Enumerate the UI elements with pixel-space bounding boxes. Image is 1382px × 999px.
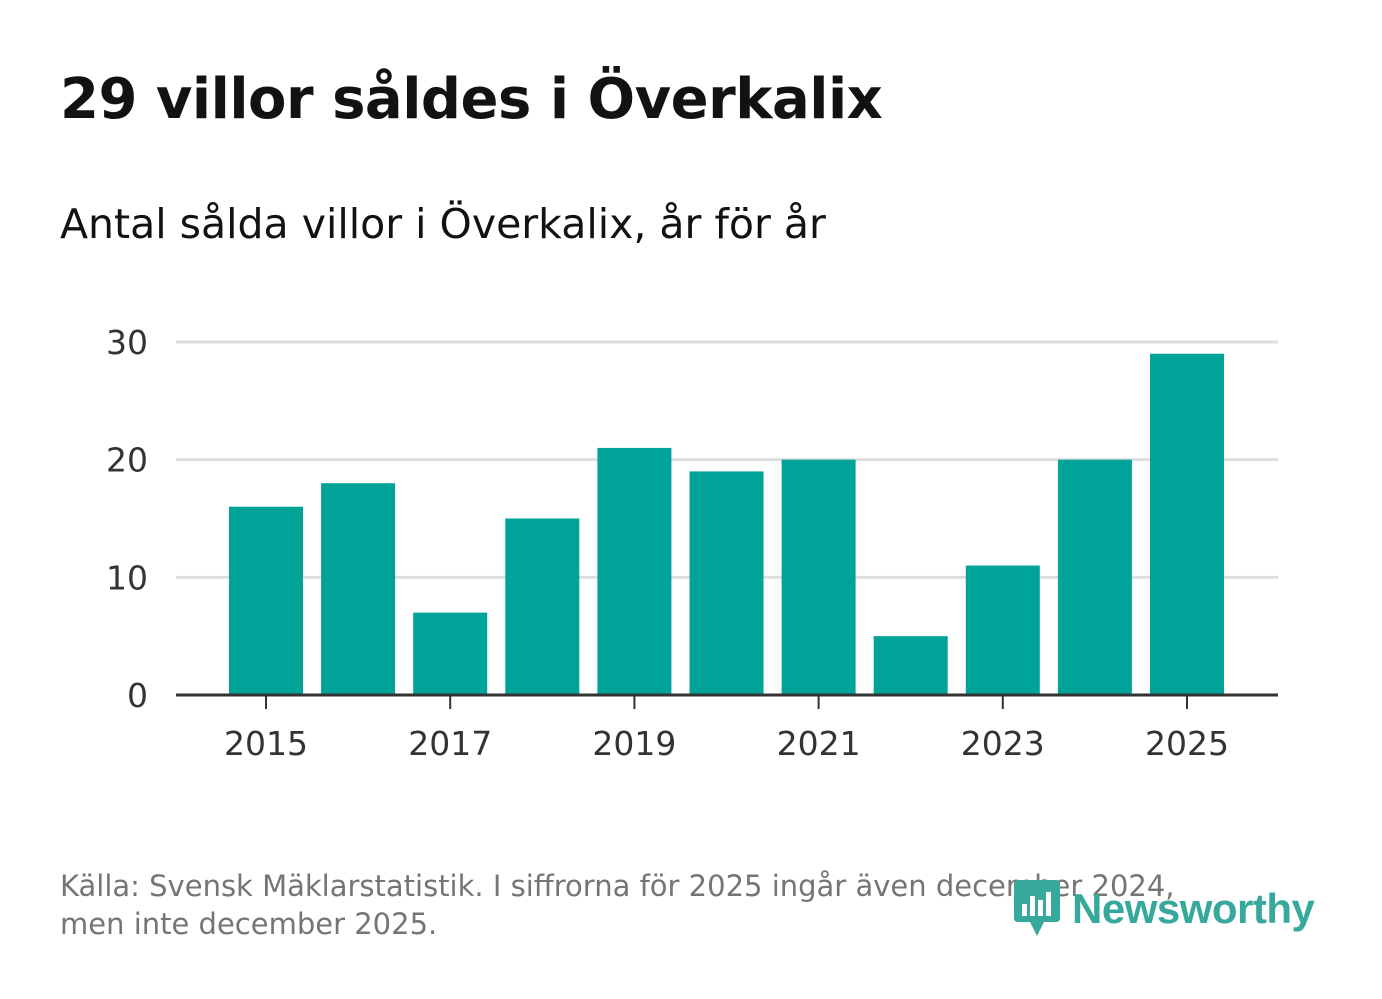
bar-2019: [597, 447, 672, 695]
y-tick-label: 10: [106, 558, 148, 597]
x-tick-label: 2017: [408, 724, 492, 763]
axes: 0 10 20 30 2015 2017 2019 2021 2023 2025: [106, 323, 1278, 763]
bar-2024: [1057, 459, 1132, 695]
chart-subtitle: Antal sålda villor i Överkalix, år för å…: [60, 200, 826, 248]
y-tick-label: 30: [106, 323, 148, 362]
x-tick-label: 2015: [224, 724, 308, 763]
bar-2017: [413, 612, 488, 695]
bar-2023: [965, 565, 1040, 695]
bar-2022: [873, 636, 948, 695]
x-tick-label: 2025: [1145, 724, 1229, 763]
y-tick-label: 0: [127, 676, 148, 715]
bar-2016: [321, 483, 396, 695]
x-tick-label: 2021: [777, 724, 861, 763]
x-tick-label: 2023: [961, 724, 1045, 763]
chart-title: 29 villor såldes i Överkalix: [60, 67, 883, 132]
bar-2020: [689, 471, 764, 695]
bars: [229, 353, 1224, 695]
x-tick-label: 2019: [592, 724, 676, 763]
source-note: Källa: Svensk Mäklarstatistik. I siffror…: [60, 867, 1260, 943]
source-line-2: men inte december 2025.: [60, 907, 438, 941]
bar-2021: [781, 459, 856, 695]
source-line-1: Källa: Svensk Mäklarstatistik. I siffror…: [60, 869, 1175, 903]
newsworthy-logo-icon: [1014, 880, 1060, 936]
bar-2018: [505, 518, 580, 695]
newsworthy-logo: Newsworthy: [1010, 878, 1315, 940]
brand-name: Newsworthy: [1072, 885, 1315, 932]
y-tick-label: 20: [106, 441, 148, 480]
bar-2015: [229, 506, 303, 695]
bar-2025: [1150, 353, 1224, 695]
